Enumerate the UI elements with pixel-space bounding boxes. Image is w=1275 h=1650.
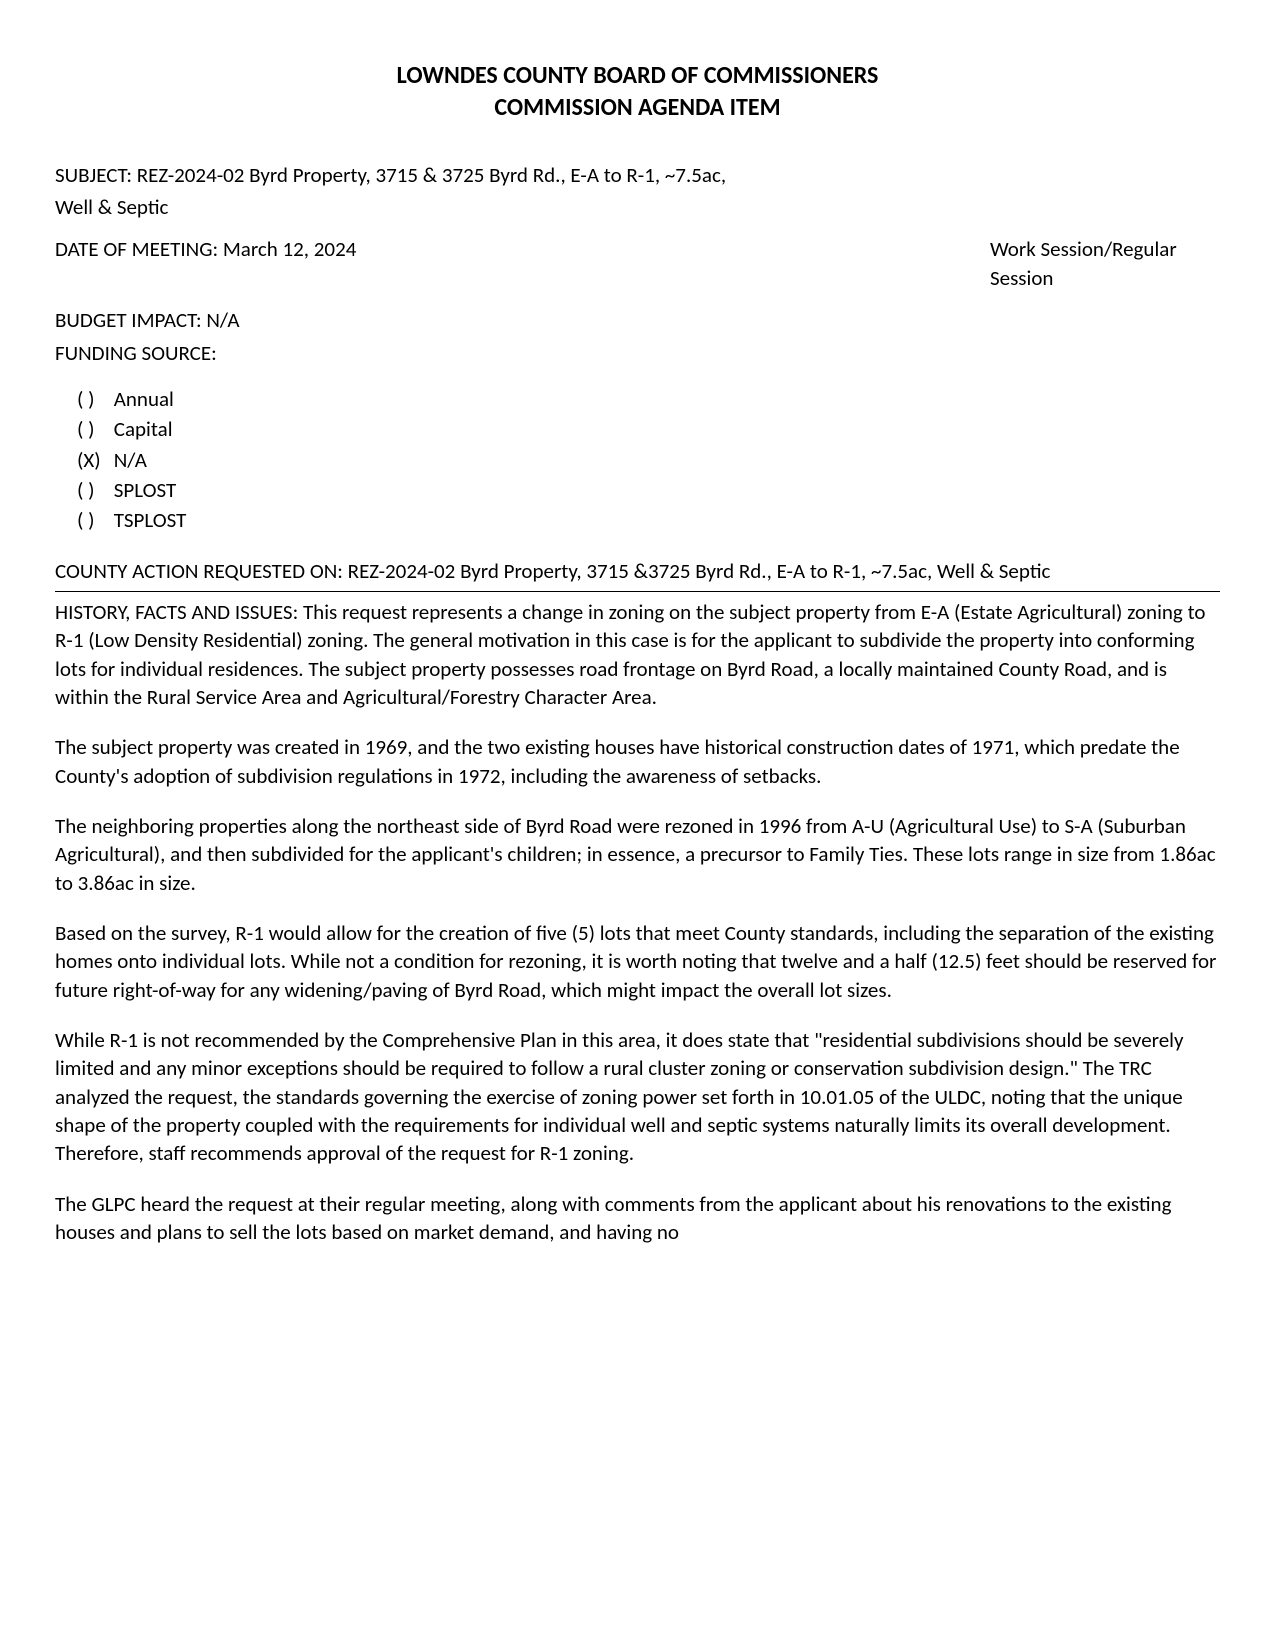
funding-option-annual: ( ) Annual xyxy=(77,385,1220,413)
funding-label: Annual xyxy=(114,386,174,412)
action-value: REZ-2024-02 Byrd Property, 3715 &3725 By… xyxy=(348,558,1051,584)
section-divider xyxy=(55,591,1220,592)
budget-impact-label: BUDGET IMPACT: xyxy=(55,307,206,333)
history-p2: The subject property was created in 1969… xyxy=(55,733,1220,790)
funding-mark: ( ) xyxy=(77,415,109,443)
subject-label: SUBJECT: xyxy=(55,162,137,188)
session-type: Work Session/Regular Session xyxy=(990,235,1220,292)
meeting-date-label: DATE OF MEETING: xyxy=(55,236,223,262)
funding-mark: (X) xyxy=(77,446,109,474)
action-label: COUNTY ACTION REQUESTED ON: xyxy=(55,558,348,584)
funding-mark: ( ) xyxy=(77,385,109,413)
funding-label: N/A xyxy=(114,447,147,473)
header-line1: LOWNDES COUNTY BOARD OF COMMISSIONERS xyxy=(397,61,879,90)
budget-block: BUDGET IMPACT: N/A FUNDING SOURCE: xyxy=(55,306,1220,367)
funding-label: Capital xyxy=(114,416,173,442)
history-p6: The GLPC heard the request at their regu… xyxy=(55,1190,1220,1247)
funding-label: SPLOST xyxy=(114,477,177,503)
header-line2: COMMISSION AGENDA ITEM xyxy=(55,92,1220,124)
funding-label: TSPLOST xyxy=(114,507,187,533)
county-action-block: COUNTY ACTION REQUESTED ON: REZ-2024-02 … xyxy=(55,557,1220,585)
date-row: DATE OF MEETING: March 12, 2024 Work Ses… xyxy=(55,235,1220,292)
funding-option-tsplost: ( ) TSPLOST xyxy=(77,506,1220,534)
funding-mark: ( ) xyxy=(77,506,109,534)
history-p3: The neighboring properties along the nor… xyxy=(55,812,1220,897)
subject-line1: REZ-2024-02 Byrd Property, 3715 & 3725 B… xyxy=(137,162,726,188)
subject-line2: Well & Septic xyxy=(55,193,1220,221)
document-header: LOWNDES COUNTY BOARD OF COMMISSIONERS CO… xyxy=(55,60,1220,125)
funding-mark: ( ) xyxy=(77,476,109,504)
budget-impact-value: N/A xyxy=(206,307,239,333)
history-p4: Based on the survey, R-1 would allow for… xyxy=(55,919,1220,1004)
funding-option-na: (X) N/A xyxy=(77,446,1220,474)
funding-source-list: ( ) Annual ( ) Capital (X) N/A ( ) SPLOS… xyxy=(77,385,1220,535)
funding-option-capital: ( ) Capital xyxy=(77,415,1220,443)
funding-option-splost: ( ) SPLOST xyxy=(77,476,1220,504)
history-section: HISTORY, FACTS AND ISSUES: This request … xyxy=(55,598,1220,1247)
history-p5: While R-1 is not recommended by the Comp… xyxy=(55,1026,1220,1168)
subject-block: SUBJECT: REZ-2024-02 Byrd Property, 3715… xyxy=(55,161,1220,222)
history-p1: HISTORY, FACTS AND ISSUES: This request … xyxy=(55,598,1220,711)
meeting-date-value: March 12, 2024 xyxy=(223,236,357,262)
funding-source-label: FUNDING SOURCE: xyxy=(55,339,1220,367)
history-label: HISTORY, FACTS AND ISSUES: xyxy=(55,599,303,625)
